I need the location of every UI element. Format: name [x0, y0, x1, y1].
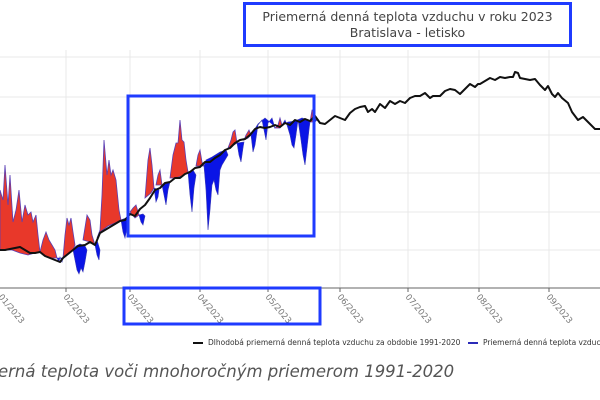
x-tick-09: 09/2023: [544, 293, 574, 326]
x-tick-03: 03/2023: [125, 293, 155, 326]
figure-caption: erná teplota voči mnohoročným priemerom …: [0, 362, 455, 381]
x-tick-02: 02/2023: [61, 293, 91, 326]
legend-label: Priemerná denná teplota vzduchu v ro: [483, 338, 600, 347]
x-tick-05: 05/2023: [263, 293, 293, 326]
chart-legend: Dlhodobá priemerná denná teplota vzduchu…: [193, 338, 600, 352]
legend-item-2023[interactable]: Priemerná denná teplota vzduchu v ro: [468, 338, 600, 347]
legend-swatch-black-line-icon: [193, 342, 203, 344]
x-tick-01: 01/2023: [0, 293, 26, 326]
legend-item-normal[interactable]: Dlhodobá priemerná denná teplota vzduchu…: [193, 338, 460, 347]
x-axis-labels: 01/2023 02/2023 03/2023 04/2023 05/2023 …: [0, 293, 574, 326]
x-tick-08: 08/2023: [474, 293, 504, 326]
highlight-box-spring-period: [126, 94, 316, 238]
highlight-box-axis-months: [122, 286, 322, 326]
above-normal-area: [0, 109, 315, 259]
chart-title: Priemerná denná teplota vzduchu v roku 2…: [262, 9, 553, 24]
x-tick-07: 07/2023: [403, 293, 433, 326]
legend-swatch-blue-line-icon: [468, 342, 478, 344]
x-tick-06: 06/2023: [335, 293, 365, 326]
grid: [0, 50, 600, 288]
legend-label: Dlhodobá priemerná denná teplota vzduchu…: [208, 338, 461, 347]
x-tick-04: 04/2023: [195, 293, 225, 326]
chart-title-box: Priemerná denná teplota vzduchu v roku 2…: [243, 2, 572, 47]
below-normal-area: [56, 117, 318, 275]
chart-subtitle: Bratislava - letisko: [349, 25, 466, 40]
temperature-chart: 01/2023 02/2023 03/2023 04/2023 05/2023 …: [0, 50, 600, 326]
